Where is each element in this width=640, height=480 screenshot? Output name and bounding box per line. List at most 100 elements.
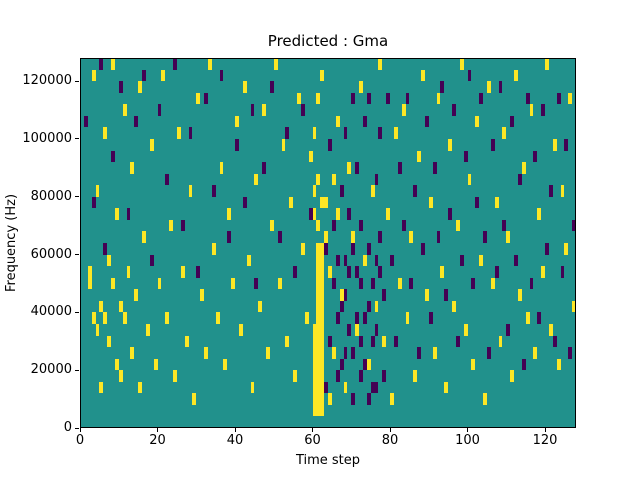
x-tick-label: 100	[455, 433, 480, 448]
heatmap-cell	[316, 393, 321, 405]
heatmap-cell	[149, 138, 154, 151]
heatmap-cell	[269, 81, 274, 93]
heatmap-cell	[324, 196, 328, 209]
heatmap-cell	[111, 277, 115, 290]
heatmap-cell	[556, 358, 561, 371]
y-tick-mark	[75, 427, 79, 429]
heatmap-cell	[355, 162, 359, 174]
heatmap-cell	[374, 381, 379, 394]
heatmap-cell	[448, 208, 452, 220]
heatmap-cell	[211, 243, 216, 255]
heatmap-cell	[316, 381, 321, 394]
heatmap-cell	[370, 381, 375, 394]
plot-area	[80, 58, 576, 428]
heatmap-cell	[455, 219, 460, 232]
heatmap-cell	[223, 358, 228, 371]
heatmap-cell	[316, 312, 321, 324]
heatmap-cell	[517, 173, 522, 186]
heatmap-cell	[343, 254, 348, 267]
heatmap-cell	[409, 231, 414, 243]
heatmap-cell	[320, 393, 325, 405]
heatmap-cell	[510, 115, 514, 128]
heatmap-cell	[374, 173, 379, 186]
heatmap-cell	[91, 312, 96, 324]
y-tick-label: 120000	[22, 73, 72, 89]
heatmap-cell	[126, 266, 131, 278]
heatmap-cell	[455, 335, 460, 348]
heatmap-cell	[533, 347, 538, 359]
heatmap-cell	[103, 312, 108, 324]
heatmap-cell	[359, 277, 363, 290]
heatmap-cell	[514, 254, 518, 267]
heatmap-cell	[312, 185, 317, 197]
heatmap-cell	[250, 381, 255, 394]
heatmap-cell	[486, 347, 491, 359]
heatmap-cell	[242, 196, 247, 209]
heatmap-cell	[331, 277, 336, 290]
heatmap-cell	[107, 254, 111, 267]
heatmap-cell	[111, 58, 115, 70]
heatmap-cell	[266, 347, 270, 359]
heatmap-cell	[382, 370, 387, 382]
heatmap-cell	[246, 254, 251, 267]
heatmap-cell	[568, 92, 573, 105]
heatmap-cell	[335, 208, 340, 220]
heatmap-cell	[99, 381, 104, 394]
heatmap-cell	[316, 219, 321, 232]
heatmap-cell	[285, 127, 290, 139]
heatmap-cell	[552, 138, 557, 151]
heatmap-cell	[421, 69, 425, 82]
heatmap-cell	[483, 231, 487, 243]
heatmap-cell	[111, 150, 115, 163]
heatmap-cell	[564, 138, 569, 151]
heatmap-cell	[87, 277, 92, 290]
heatmap-cell	[514, 69, 518, 82]
heatmap-cell	[347, 208, 352, 220]
heatmap-cell	[316, 323, 321, 336]
heatmap-cell	[370, 335, 375, 348]
heatmap-cell	[537, 208, 542, 220]
heatmap-cell	[521, 358, 526, 371]
y-tick-mark	[75, 196, 79, 198]
heatmap-cell	[529, 104, 534, 116]
heatmap-cell	[114, 208, 119, 220]
heatmap-cell	[343, 289, 348, 301]
heatmap-cell	[494, 266, 499, 278]
heatmap-cell	[362, 358, 367, 371]
heatmap-cell	[359, 81, 363, 93]
heatmap-cell	[320, 358, 325, 371]
heatmap-cell	[328, 393, 332, 405]
heatmap-cell	[448, 138, 452, 151]
x-tick-mark	[79, 428, 81, 432]
heatmap-cell	[196, 92, 201, 105]
heatmap-cell	[300, 104, 305, 116]
x-tick-mark	[544, 428, 546, 432]
heatmap-cell	[87, 266, 92, 278]
heatmap-cell	[541, 266, 545, 278]
heatmap-cell	[525, 312, 530, 324]
heatmap-cell	[328, 335, 332, 348]
heatmap-cell	[289, 196, 294, 209]
heatmap-cell	[188, 185, 193, 197]
heatmap-cell	[471, 358, 476, 371]
heatmap-cell	[382, 335, 387, 348]
heatmap-cell	[99, 58, 104, 70]
heatmap-cell	[149, 254, 154, 267]
heatmap-cell	[432, 347, 437, 359]
heatmap-cell	[157, 277, 162, 290]
heatmap-cell	[118, 300, 123, 313]
heatmap-cell	[173, 370, 177, 382]
heatmap-cell	[390, 254, 394, 267]
heatmap-cell	[304, 312, 309, 324]
heatmap-cell	[347, 162, 352, 174]
heatmap-cell	[459, 58, 464, 70]
heatmap-cell	[362, 254, 367, 267]
heatmap-cell	[316, 370, 321, 382]
heatmap-cell	[370, 277, 375, 290]
heatmap-cell	[417, 347, 421, 359]
heatmap-cell	[320, 347, 325, 359]
heatmap-cell	[351, 231, 356, 243]
heatmap-cell	[312, 370, 317, 382]
heatmap-cell	[374, 300, 379, 313]
